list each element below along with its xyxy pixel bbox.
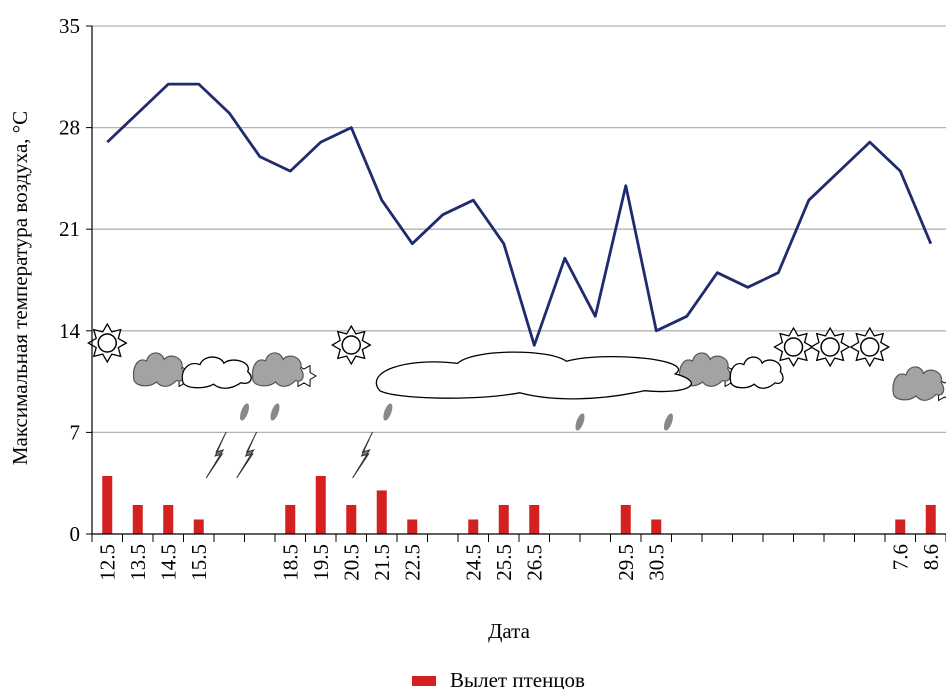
temperature-series-line: [106, 82, 933, 347]
cloud-icon: [729, 356, 784, 389]
large-cloud-icon: [375, 351, 692, 400]
y-tick-label: 0: [70, 522, 81, 546]
temperature-line: [106, 82, 933, 347]
fledging-bar: [193, 519, 204, 534]
sun-icon: [331, 324, 372, 366]
x-tick-label: 26.5: [522, 544, 546, 581]
fledging-bar: [285, 504, 296, 534]
x-tick-label: 8.6: [919, 544, 943, 570]
y-tick-label: 21: [59, 217, 80, 241]
x-axis-ticks: 12.5 13.5 14.5 15.5 18.5 19.5 20.5 21.5 22.5 24.5…: [91, 534, 946, 581]
dark-cloud-icon: [251, 352, 317, 388]
fledging-bar: [895, 519, 906, 534]
x-tick-label: 24.5: [461, 544, 485, 581]
legend-label-fledging: Вылет птенцов: [450, 668, 585, 689]
fledging-bar: [468, 519, 479, 534]
raindrop-icon: [575, 413, 585, 431]
sun-icon: [87, 322, 128, 364]
fledging-bar: [132, 504, 143, 534]
grid-lines: [92, 25, 946, 434]
y-tick-label: 35: [59, 14, 80, 38]
legend: Вылет птенцов: [412, 668, 585, 689]
y-axis-label: Максимальная температура воздуха, °С: [8, 111, 32, 465]
fledging-bar: [163, 504, 174, 534]
lightning-icon: [205, 431, 227, 479]
x-tick-label: 25.5: [492, 544, 516, 581]
y-tick-label: 28: [59, 116, 80, 140]
sun-icon: [849, 326, 891, 368]
fledging-bar: [346, 504, 357, 534]
weather-icons: [87, 322, 946, 479]
fledging-bar: [498, 504, 509, 534]
fledging-bar: [925, 504, 936, 534]
x-axis-label: Дата: [488, 619, 531, 643]
dark-cloud-icon: [892, 366, 946, 402]
fledging-bar: [620, 504, 631, 534]
sun-icon: [773, 326, 814, 368]
x-tick-label: 19.5: [309, 544, 333, 581]
x-tick-label: 7.6: [888, 544, 912, 570]
raindrop-icon: [663, 413, 673, 431]
fledging-bar: [315, 475, 326, 534]
lightning-icon: [236, 431, 258, 479]
x-tick-label: 12.5: [95, 544, 119, 581]
y-axis-ticks: 0 7 14 21 28 35: [59, 14, 92, 546]
x-tick-label: 15.5: [187, 544, 211, 581]
x-tick-label: 14.5: [156, 544, 180, 581]
raindrop-icon: [270, 403, 280, 421]
lightning-icon: [352, 431, 374, 479]
legend-swatch-fledging: [412, 676, 436, 686]
y-tick-label: 14: [59, 319, 81, 343]
fledging-bars: [102, 475, 936, 534]
x-tick-label: 13.5: [126, 544, 150, 581]
x-tick-label: 20.5: [339, 544, 363, 581]
fledging-bar: [102, 475, 113, 534]
fledging-bar: [407, 519, 418, 534]
y-tick-label: 7: [70, 420, 81, 444]
raindrop-icon: [383, 403, 393, 421]
fledging-bar: [651, 519, 662, 534]
x-tick-label: 21.5: [370, 544, 394, 581]
raindrop-icon: [239, 403, 250, 421]
x-tick-label: 30.5: [644, 544, 668, 581]
x-tick-label: 22.5: [400, 544, 424, 581]
fledging-bar: [529, 504, 540, 534]
fledging-bar: [376, 490, 387, 534]
x-tick-label: 18.5: [278, 544, 302, 581]
sun-icon: [809, 326, 851, 368]
cloud-icon: [181, 356, 252, 389]
x-tick-label: 29.5: [614, 544, 638, 581]
